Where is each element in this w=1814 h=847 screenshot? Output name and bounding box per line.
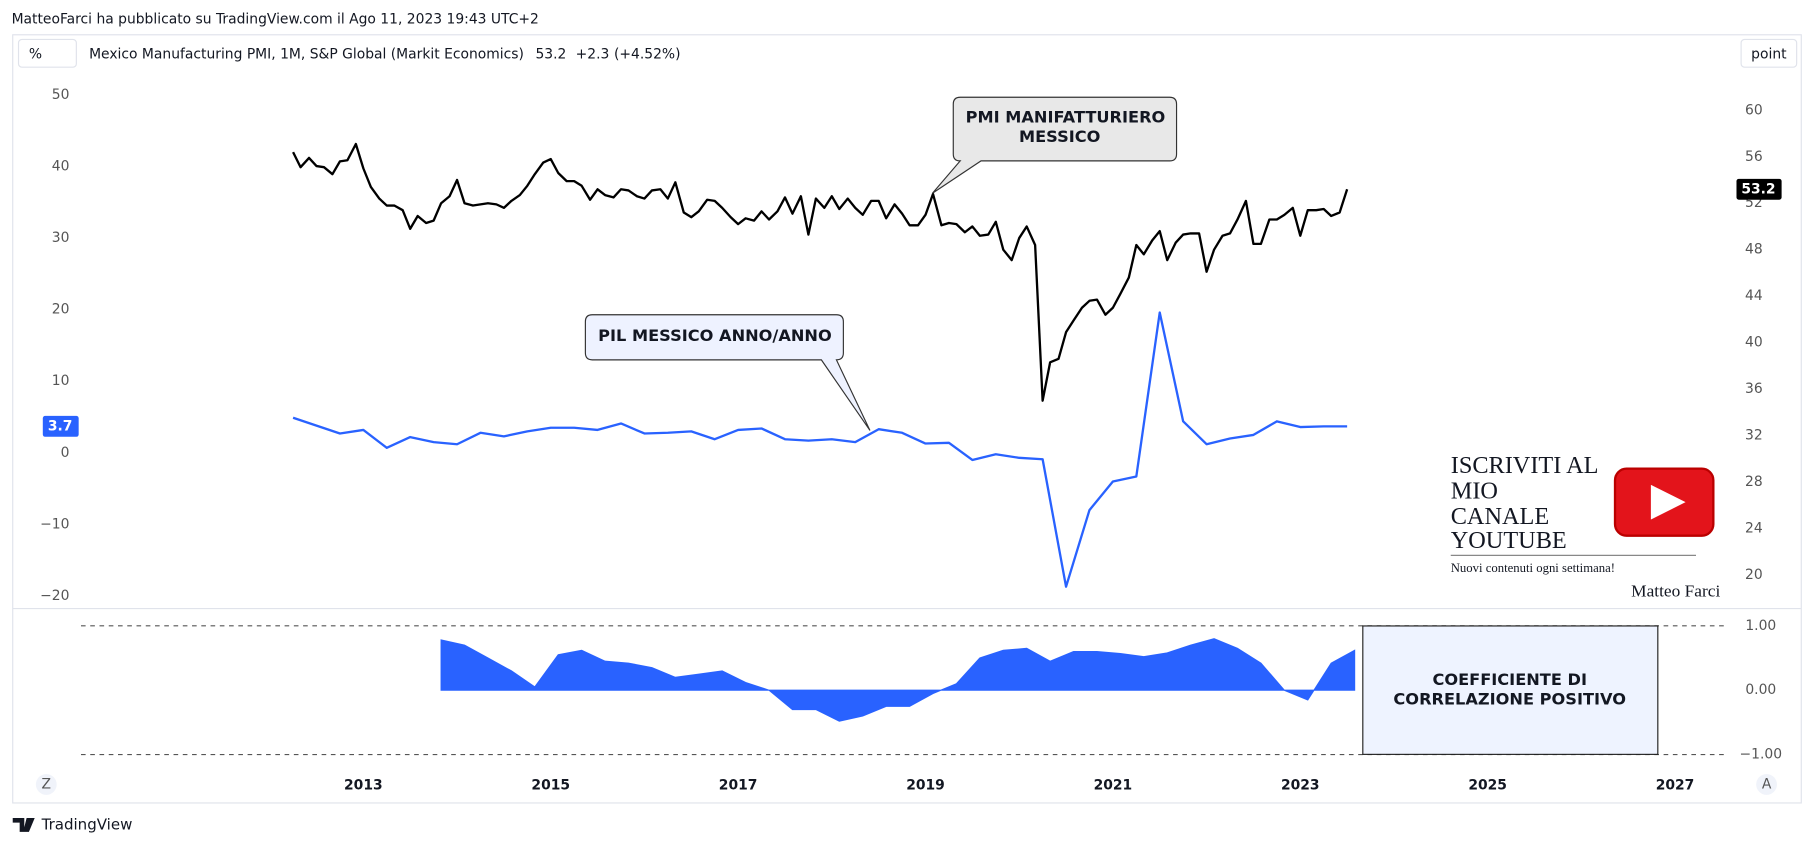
- x-tick-label: 2017: [719, 778, 758, 794]
- y2-tick-label: 32: [1745, 428, 1763, 444]
- auto-button[interactable]: [1756, 774, 1777, 795]
- y-tick-label: 0: [61, 445, 70, 461]
- correlation-box: [1362, 625, 1659, 755]
- y2-tick-label: 20: [1745, 567, 1763, 583]
- x-tick-label: 2015: [531, 778, 570, 794]
- frame: [12, 34, 1802, 804]
- x-tick-label: 2025: [1468, 778, 1507, 794]
- watermark-tagline: Nuovi contenuti ogni settimana!: [1451, 561, 1615, 575]
- unit-button[interactable]: [1740, 38, 1798, 68]
- y2-tick-label: 36: [1745, 381, 1763, 397]
- price-tag-label: 3.7: [48, 418, 73, 434]
- y-tick-label: 30: [52, 230, 70, 246]
- y2-tick-label: 24: [1745, 520, 1763, 536]
- legend-value: 53.2: [535, 46, 566, 62]
- x-tick-label: 2013: [344, 778, 383, 794]
- x-tick-label: 2019: [906, 778, 945, 794]
- legend-name: Mexico Manufacturing PMI, 1M, S&P Global…: [89, 46, 524, 62]
- callout-text: PIL MESSICO ANNO/ANNO: [598, 326, 832, 345]
- y2-tick-label: −1.00: [1740, 747, 1783, 763]
- y2-tick-label: 60: [1745, 102, 1763, 118]
- logo: [12, 817, 35, 832]
- price-tag: [42, 415, 79, 437]
- watermark-line: ISCRIVITI AL: [1451, 452, 1599, 479]
- y-tick-label: 40: [52, 158, 70, 174]
- header: MatteoFarci ha pubblicato su TradingView…: [12, 12, 539, 28]
- correlation-area: [440, 638, 1356, 722]
- y-tick-label: 10: [52, 373, 70, 389]
- zoom-label[interactable]: Z: [42, 776, 52, 792]
- callout-box: [584, 314, 871, 431]
- y-tick-label: 20: [52, 302, 70, 318]
- y2-tick-label: 56: [1745, 149, 1763, 165]
- x-tick-label: 2023: [1281, 778, 1320, 794]
- y2-tick-label: 40: [1745, 335, 1763, 351]
- play-icon: [1650, 484, 1686, 520]
- y2-tick-label: 44: [1745, 288, 1763, 304]
- footer: TradingView: [41, 815, 133, 833]
- legend-change-pct: (+4.52%): [614, 46, 681, 62]
- x-tick-label: 2027: [1656, 778, 1695, 794]
- correlation-text: CORRELAZIONE POSITIVO: [1393, 689, 1626, 708]
- x-tick-label: 2021: [1094, 778, 1133, 794]
- watermark-line: MIO: [1451, 477, 1498, 504]
- y-tick-label: 50: [52, 87, 70, 103]
- y2-tick-label: 28: [1745, 474, 1763, 490]
- scale-button[interactable]: [17, 38, 77, 68]
- y2-tick-label: 0.00: [1745, 682, 1776, 698]
- zoom-button[interactable]: [35, 774, 57, 795]
- legend-change: +2.3: [576, 46, 610, 62]
- unit-button-label[interactable]: point: [1751, 46, 1787, 62]
- pmi-callout: PMI MANIFATTURIERO MESSICO: [932, 96, 1178, 194]
- callout-text: PMI MANIFATTURIERO: [966, 108, 1166, 127]
- watermark-author: Matteo Farci: [1631, 581, 1720, 600]
- price-tag-label: 53.2: [1741, 181, 1775, 197]
- scale-button-label[interactable]: %: [29, 46, 42, 62]
- y-tick-label: −10: [40, 516, 69, 532]
- y2-tick-label: 1.00: [1745, 618, 1776, 634]
- callout-box: [932, 96, 1178, 194]
- callout-text: MESSICO: [1019, 127, 1100, 146]
- gdp-callout: PIL MESSICO ANNO/ANNO: [584, 314, 871, 431]
- watermark-line: CANALE: [1451, 503, 1549, 530]
- auto-label[interactable]: A: [1762, 776, 1772, 792]
- y-tick-label: −20: [40, 588, 69, 604]
- correlation-text: COEFFICIENTE DI: [1432, 670, 1587, 689]
- legend: Mexico Manufacturing PMI, 1M, S&P Global…: [89, 46, 680, 62]
- y2-tick-label: 48: [1745, 242, 1763, 258]
- series-line: [292, 142, 1349, 402]
- series-line: [292, 311, 1348, 588]
- watermark: ISCRIVITI AL MIO CANALE YOUTUBE Nuovi co…: [1450, 452, 1720, 600]
- price-tag: [1736, 178, 1782, 200]
- watermark-line: YOUTUBE: [1451, 527, 1567, 554]
